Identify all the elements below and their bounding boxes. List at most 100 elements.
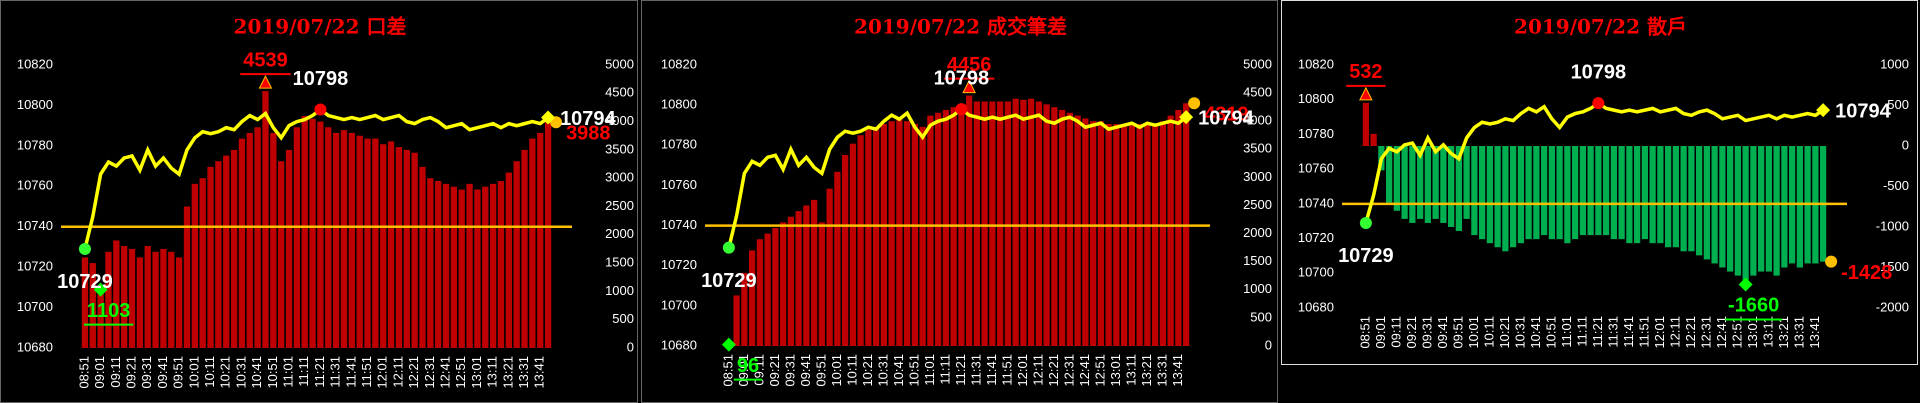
chart-panel: 2019/07/22 口差 10680 10700 10720 10740 10760 10… bbox=[0, 0, 638, 403]
x-tick-label: 10:31 bbox=[233, 356, 248, 389]
bar bbox=[935, 112, 942, 347]
bar bbox=[113, 240, 120, 348]
y2-tick-label: 5000 bbox=[605, 56, 634, 71]
marker bbox=[955, 103, 968, 116]
bar bbox=[387, 141, 395, 348]
y2-tick-label: 4500 bbox=[605, 85, 634, 100]
data-label: -1428 bbox=[1841, 262, 1892, 284]
bar bbox=[1401, 146, 1408, 219]
x-tick-label: 12:21 bbox=[1683, 316, 1698, 349]
bar bbox=[238, 138, 246, 348]
data-label: 4539 bbox=[243, 49, 288, 71]
y2-tick-label: 0 bbox=[1265, 337, 1272, 352]
y2-tick-label: -2000 bbox=[1876, 299, 1909, 314]
x-tick-label: 13:11 bbox=[1123, 354, 1138, 386]
bar bbox=[1471, 146, 1478, 236]
bar bbox=[749, 250, 756, 346]
y-tick-label: 10800 bbox=[661, 97, 697, 112]
bar bbox=[911, 124, 918, 346]
bar bbox=[1688, 146, 1695, 252]
bar bbox=[521, 149, 528, 348]
bar bbox=[1734, 146, 1741, 276]
x-tick-label: 13:11 bbox=[485, 356, 500, 388]
x-tick-label: 11:11 bbox=[937, 354, 952, 385]
bar bbox=[246, 132, 253, 348]
y-tick-label: 10740 bbox=[1298, 195, 1334, 210]
bar bbox=[1595, 146, 1602, 236]
bar bbox=[309, 118, 316, 349]
y-tick-label: 10800 bbox=[1298, 91, 1334, 106]
bar bbox=[1362, 102, 1369, 146]
y-tick-label: 10760 bbox=[661, 177, 697, 192]
bar bbox=[191, 183, 198, 348]
x-tick-label: 13:01 bbox=[469, 356, 484, 389]
bar bbox=[811, 199, 818, 346]
marker bbox=[1738, 277, 1753, 292]
bar bbox=[1525, 146, 1532, 240]
bar bbox=[340, 130, 348, 348]
bar bbox=[183, 206, 191, 348]
y2-tick-label: 1000 bbox=[1880, 56, 1909, 71]
bar bbox=[121, 246, 128, 348]
x-tick-label: 11:31 bbox=[1605, 316, 1620, 348]
x-tick-label: 12:11 bbox=[1667, 316, 1682, 348]
bar bbox=[230, 149, 238, 348]
x-tick-label: 11:01 bbox=[1559, 316, 1574, 348]
bar bbox=[317, 121, 324, 348]
bar bbox=[1424, 146, 1431, 223]
bar bbox=[293, 127, 301, 348]
bar bbox=[1448, 146, 1455, 227]
x-tick-label: 10:31 bbox=[1512, 316, 1527, 349]
y-tick-label: 10680 bbox=[1298, 299, 1334, 314]
y-tick-label: 10700 bbox=[661, 297, 697, 312]
y2-tick-label: 1000 bbox=[605, 283, 634, 298]
x-tick-label: 13:41 bbox=[532, 356, 547, 389]
bar bbox=[372, 138, 379, 348]
data-label: 10798 bbox=[1571, 61, 1627, 83]
bar bbox=[873, 126, 880, 346]
bar bbox=[1121, 124, 1128, 346]
bar bbox=[942, 109, 949, 347]
chart-panel: 2019/07/22 成交筆差 10680 10700 10720 10740 10760… bbox=[641, 0, 1278, 403]
x-tick-label: 10:41 bbox=[249, 356, 264, 389]
bar bbox=[1719, 146, 1726, 268]
x-tick-label: 09:21 bbox=[1404, 316, 1419, 349]
x-tick-label: 09:11 bbox=[108, 356, 123, 388]
x-tick-label: 09:41 bbox=[798, 354, 813, 387]
bar bbox=[1517, 146, 1524, 244]
bar bbox=[1556, 146, 1563, 240]
y2-tick-label: 3500 bbox=[1243, 141, 1272, 156]
bar bbox=[1463, 146, 1470, 219]
bar bbox=[1572, 146, 1579, 240]
bar bbox=[105, 251, 112, 348]
x-tick-label: 11:01 bbox=[922, 354, 937, 386]
bar bbox=[842, 154, 849, 346]
bar bbox=[1587, 146, 1594, 236]
x-tick-label: 12:01 bbox=[1015, 354, 1030, 387]
bar bbox=[1502, 146, 1509, 252]
x-tick-label: 12:11 bbox=[1030, 354, 1045, 386]
y-tick-label: 10800 bbox=[17, 97, 53, 112]
bar bbox=[1665, 146, 1672, 248]
x-tick-label: 09:01 bbox=[736, 354, 751, 387]
x-tick-label: 13:31 bbox=[1154, 354, 1169, 387]
bar bbox=[278, 161, 285, 348]
bar bbox=[764, 233, 771, 346]
marker bbox=[1816, 103, 1831, 118]
bar bbox=[1742, 146, 1749, 281]
bar bbox=[537, 132, 544, 348]
bar bbox=[927, 115, 934, 346]
x-tick-label: 09:41 bbox=[1435, 316, 1450, 349]
bar bbox=[919, 126, 926, 346]
x-tick-label: 12:31 bbox=[1698, 316, 1713, 349]
x-tick-label: 13:21 bbox=[1139, 354, 1154, 387]
bar bbox=[435, 181, 442, 348]
bar bbox=[1409, 146, 1416, 223]
bar bbox=[1152, 124, 1159, 346]
bar bbox=[1579, 146, 1586, 236]
bar bbox=[1386, 146, 1393, 203]
x-tick-label: 13:11 bbox=[1760, 316, 1775, 348]
x-tick-label: 09:51 bbox=[1450, 316, 1465, 349]
bar bbox=[1603, 146, 1610, 236]
x-tick-label: 12:11 bbox=[390, 356, 405, 388]
